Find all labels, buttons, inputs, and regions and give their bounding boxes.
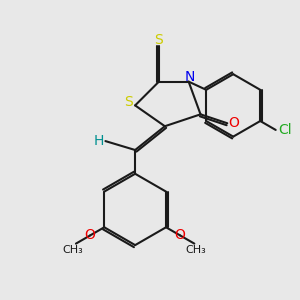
Text: S: S bbox=[124, 95, 133, 110]
Text: O: O bbox=[175, 229, 186, 242]
Text: O: O bbox=[85, 229, 95, 242]
Text: S: S bbox=[154, 33, 163, 47]
Text: Cl: Cl bbox=[278, 123, 291, 137]
Text: CH₃: CH₃ bbox=[63, 244, 83, 255]
Text: O: O bbox=[228, 116, 239, 130]
Text: CH₃: CH₃ bbox=[185, 244, 206, 255]
Text: H: H bbox=[94, 134, 104, 148]
Text: N: N bbox=[185, 70, 195, 84]
